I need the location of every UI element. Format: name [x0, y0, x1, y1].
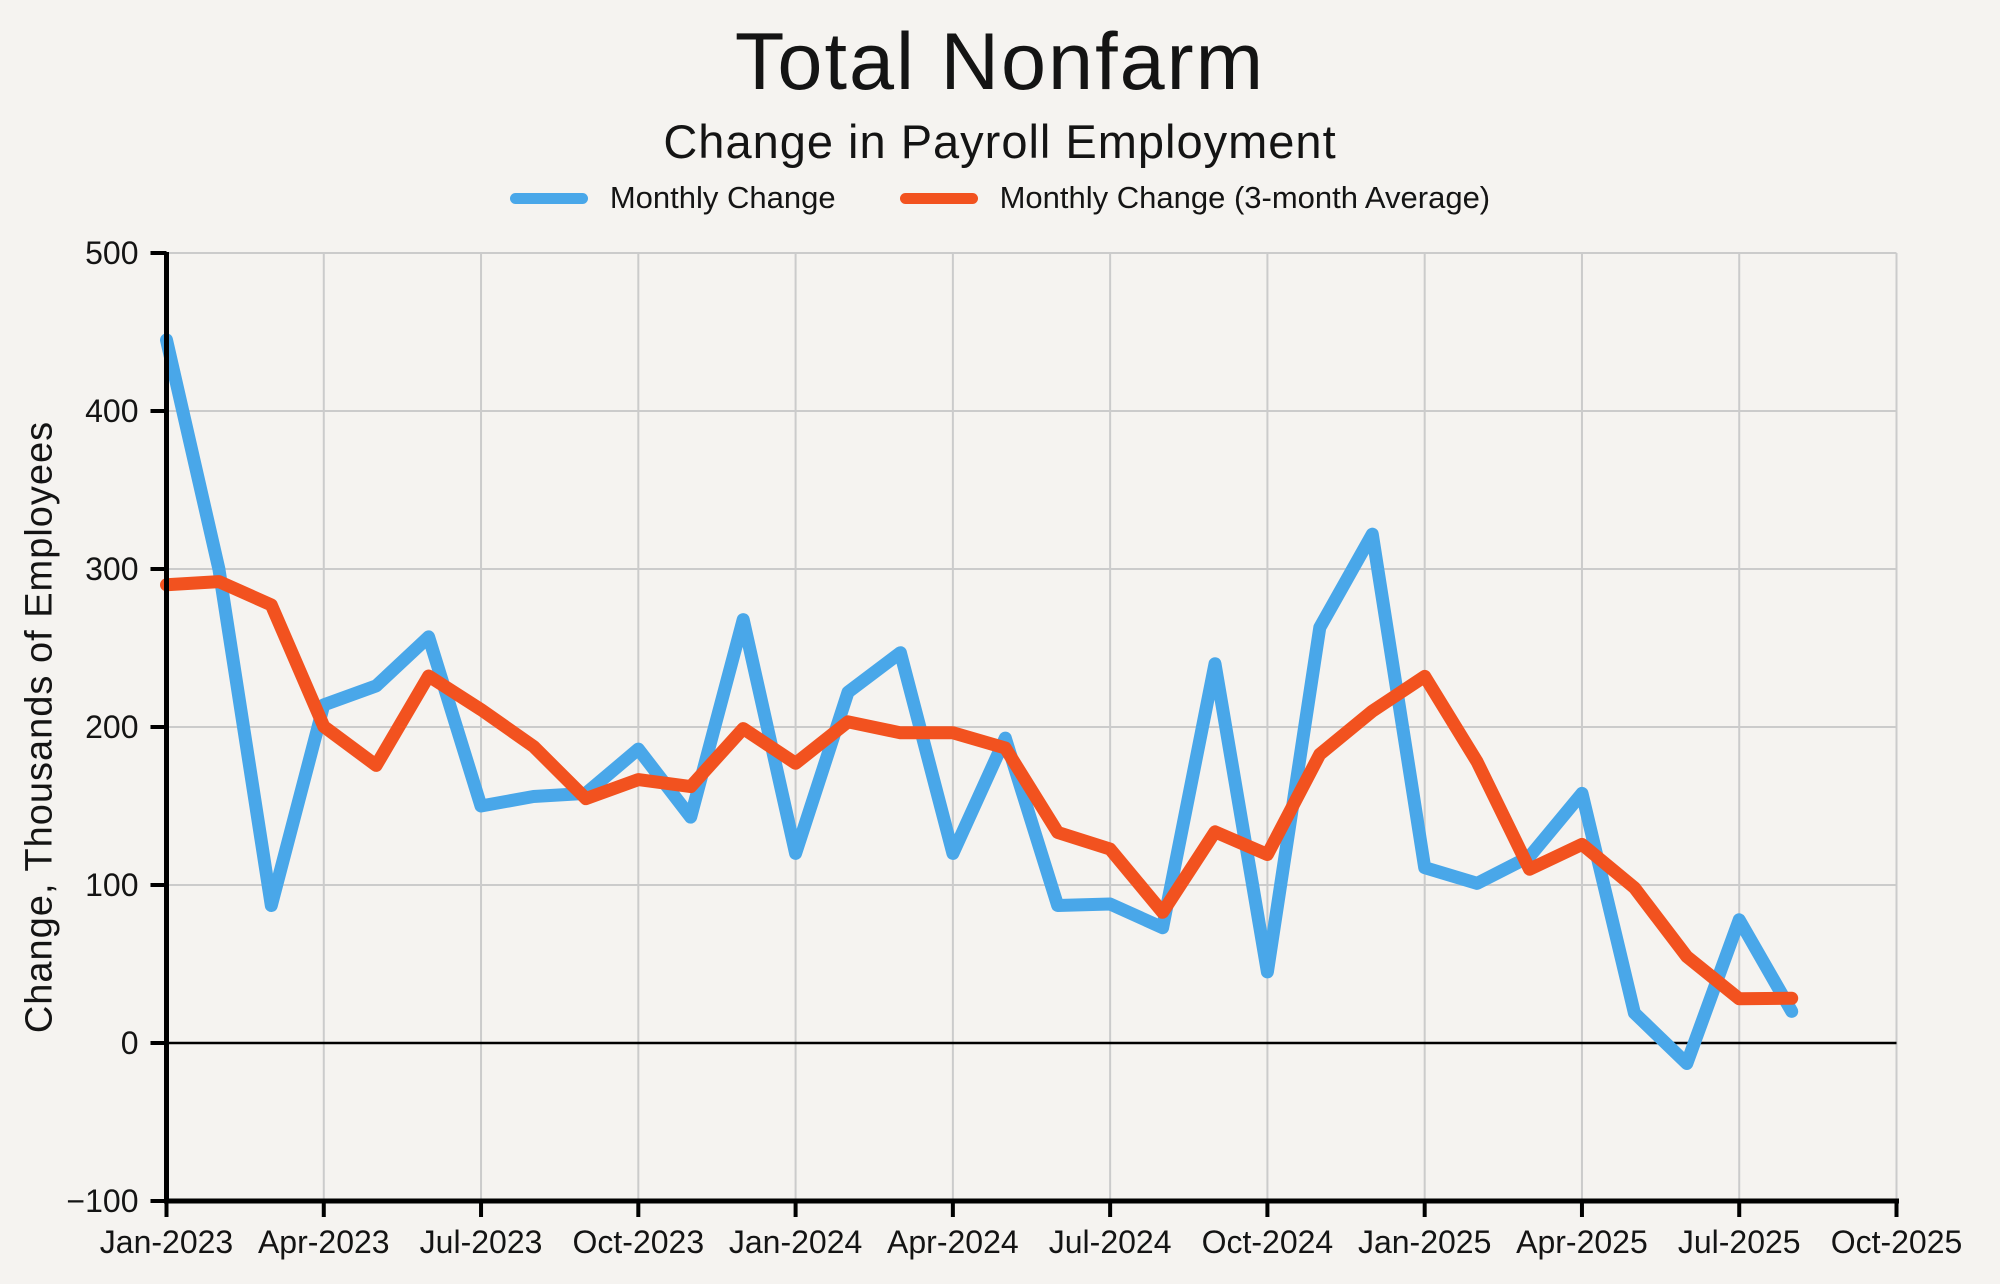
legend-item-3month-average: Monthly Change (3-month Average) [899, 180, 1491, 216]
x-tick-label: Jan-2023 [100, 1224, 233, 1260]
y-tick-label: 500 [85, 235, 138, 271]
x-tick-label: Oct-2024 [1202, 1224, 1334, 1260]
legend-label-3month-average: Monthly Change (3-month Average) [999, 180, 1491, 215]
x-tick-label: Jan-2025 [1358, 1224, 1491, 1260]
y-tick-label: 100 [85, 867, 138, 903]
chart-subtitle: Change in Payroll Employment [663, 115, 1337, 168]
legend-swatch-orange [899, 192, 978, 204]
x-tick-label: Oct-2025 [1831, 1224, 1963, 1260]
y-tick-label: −100 [66, 1183, 138, 1219]
x-tick-label: Apr-2025 [1516, 1224, 1648, 1260]
x-tick-label: Oct-2023 [573, 1224, 705, 1260]
legend-item-monthly-change: Monthly Change [509, 180, 836, 216]
series-line-3month-average [160, 575, 1799, 1006]
legend-swatch-blue [509, 192, 588, 204]
x-tick-label: Jul-2024 [1049, 1224, 1172, 1260]
y-tick-label: 400 [85, 393, 138, 429]
y-tick-label: 0 [121, 1025, 139, 1061]
x-tick-label: Jul-2025 [1678, 1224, 1801, 1260]
y-tick-label: 200 [85, 709, 138, 745]
x-tick-label: Jul-2023 [420, 1224, 543, 1260]
x-tick-label: Apr-2023 [258, 1224, 390, 1260]
legend: Monthly Change Monthly Change (3-month A… [0, 180, 2000, 216]
x-tick-label: Apr-2024 [887, 1224, 1019, 1260]
x-tick-label: Jan-2024 [729, 1224, 862, 1260]
legend-label-monthly-change: Monthly Change [609, 180, 836, 215]
chart-title: Total Nonfarm [734, 17, 1266, 107]
y-tick-label: 300 [85, 551, 138, 587]
